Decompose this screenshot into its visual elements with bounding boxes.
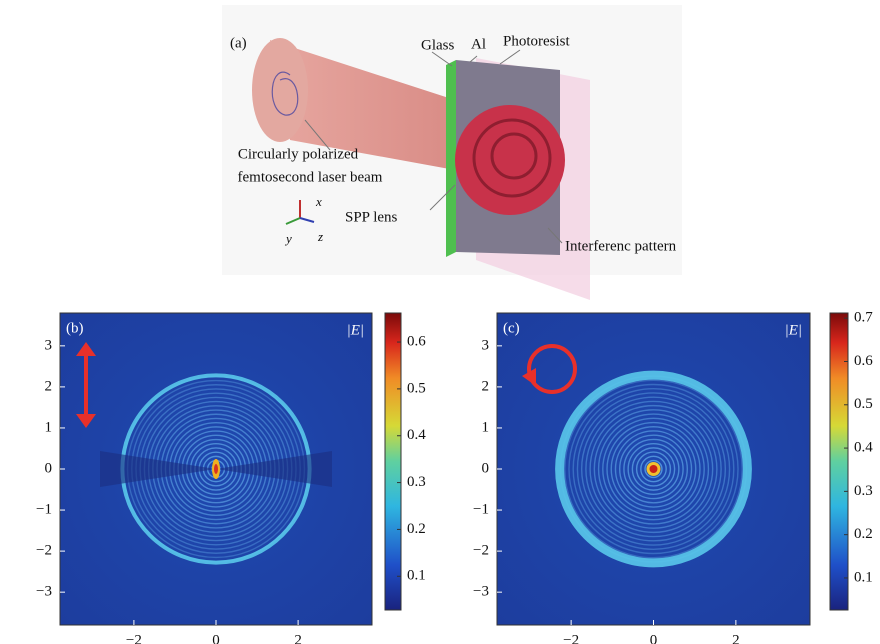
colorbar-tick-label: 0.3 xyxy=(854,483,873,499)
colorbar-tick-label: 0.4 xyxy=(407,427,426,443)
y-tick-label: −2 xyxy=(36,543,52,559)
y-tick-label: −2 xyxy=(473,543,489,559)
label: SPP lens xyxy=(345,209,398,225)
x-tick-label: 2 xyxy=(732,632,740,644)
x-tick-label: 2 xyxy=(294,632,302,644)
colorbar-tick-label: 0.2 xyxy=(407,521,426,537)
x-tick-label: −2 xyxy=(126,632,142,644)
label: femtosecond laser beam xyxy=(238,169,383,185)
axis-label: z xyxy=(317,229,323,244)
label: Circularly polarized xyxy=(238,146,359,162)
colorbar-tick-label: 0.1 xyxy=(854,569,873,585)
y-tick-label: 2 xyxy=(45,378,53,394)
colorbar-tick-label: 0.6 xyxy=(407,333,426,349)
colorbar-tick-label: 0.1 xyxy=(407,568,426,584)
colorbar-tick-label: 0.7 xyxy=(854,310,873,326)
x-tick-label: 0 xyxy=(212,632,220,644)
panel-label: (c) xyxy=(503,320,520,336)
glass-edge xyxy=(446,60,456,257)
y-tick-label: 3 xyxy=(482,337,490,353)
colorbar-tick-label: 0.5 xyxy=(407,380,426,396)
axis-label: y xyxy=(284,231,292,246)
label: Glass xyxy=(421,37,454,53)
beam-end xyxy=(252,38,308,142)
y-tick-label: 0 xyxy=(45,460,53,476)
axis-label: x xyxy=(315,194,322,209)
x-tick-label: 0 xyxy=(650,632,658,644)
y-tick-label: 0 xyxy=(482,460,490,476)
colorbar-tick-label: 0.3 xyxy=(407,474,426,490)
panel-label: (a) xyxy=(230,35,247,51)
colorbar-tick-label: 0.6 xyxy=(854,353,873,369)
y-tick-label: −3 xyxy=(36,584,52,600)
field-label: |E| xyxy=(347,322,364,338)
label: Al xyxy=(471,36,486,52)
colorbar xyxy=(830,313,848,610)
panel-a: (a) Glass Al Photoresist Circularly pola… xyxy=(222,5,682,300)
label: Interferenc pattern xyxy=(565,238,677,254)
y-tick-label: −3 xyxy=(473,584,489,600)
y-tick-label: 3 xyxy=(45,337,53,353)
field-label: |E| xyxy=(785,322,802,338)
heatmap-panel: −3 −2 −1 0 1 2 3 −2 0 2 (b) |E| 0.1 0.2 0.3 0.4 0.5 0.6 xyxy=(36,313,426,644)
figure: (a) Glass Al Photoresist Circularly pola… xyxy=(0,0,880,644)
y-tick-label: 1 xyxy=(482,419,490,435)
y-tick-label: −1 xyxy=(473,501,489,517)
colorbar-tick-label: 0.2 xyxy=(854,526,873,542)
colorbar xyxy=(385,313,401,610)
y-tick-label: 1 xyxy=(45,419,53,435)
y-tick-label: 2 xyxy=(482,378,490,394)
colorbar-tick-label: 0.4 xyxy=(854,440,873,456)
y-tick-label: −1 xyxy=(36,501,52,517)
colorbar-tick-label: 0.5 xyxy=(854,396,873,412)
label: Photoresist xyxy=(503,33,571,49)
x-tick-label: −2 xyxy=(563,632,579,644)
focus-core xyxy=(214,464,218,474)
focus-core xyxy=(650,465,658,473)
panel-label: (b) xyxy=(66,320,84,336)
